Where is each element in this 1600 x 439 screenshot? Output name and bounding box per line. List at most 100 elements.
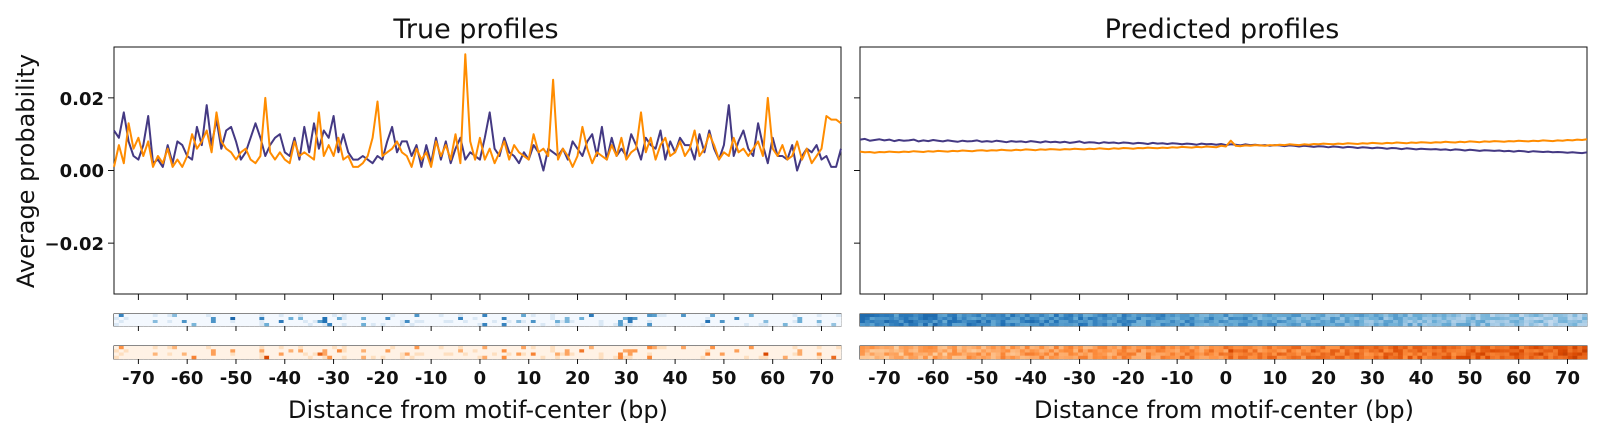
heatmap-cell xyxy=(773,317,779,321)
heatmap-cell xyxy=(1223,323,1229,327)
heatmap-cell xyxy=(472,323,478,327)
heatmap-cell xyxy=(114,320,120,324)
heatmap-cell xyxy=(893,349,900,353)
heatmap-cell xyxy=(1460,317,1467,321)
heatmap-cell xyxy=(1407,352,1413,356)
heatmap-cell xyxy=(1102,320,1108,324)
heatmap-cell xyxy=(995,355,1001,360)
heatmap-cell xyxy=(225,349,231,353)
heatmap-cell xyxy=(254,346,260,350)
heatmap-cell xyxy=(516,352,522,356)
heatmap-cell xyxy=(986,346,992,350)
heatmap-cell xyxy=(1165,355,1171,360)
heatmap-cell xyxy=(618,349,624,353)
heatmap-cell xyxy=(671,355,677,360)
heatmap-cell xyxy=(656,346,662,350)
heatmap-cell xyxy=(511,314,517,318)
x-tick-label: -10 xyxy=(1161,368,1194,389)
heatmap-cell xyxy=(322,320,328,324)
heatmap-cell xyxy=(990,349,997,353)
heatmap-cell xyxy=(1460,349,1467,353)
heatmap-cell xyxy=(681,349,687,353)
heatmap-cell xyxy=(1548,349,1554,353)
heatmap-cell xyxy=(1189,355,1195,360)
heatmap-cell xyxy=(186,346,192,350)
heatmap-cell xyxy=(1179,323,1186,327)
heatmap-cell xyxy=(1039,349,1045,353)
heatmap-cell xyxy=(201,317,207,321)
heatmap-cell xyxy=(1160,346,1166,350)
heatmap-cell xyxy=(913,314,919,318)
heatmap-cell xyxy=(1436,352,1442,356)
heatmap-cell xyxy=(1097,323,1103,327)
x-tick-label: 60 xyxy=(1506,368,1531,389)
heatmap-cell xyxy=(1087,346,1093,350)
heatmap-cell xyxy=(923,355,929,360)
heatmap-cell xyxy=(288,355,294,360)
heatmap-cell xyxy=(685,355,692,360)
heatmap-cell xyxy=(937,355,943,360)
heatmap-cell xyxy=(1053,355,1060,360)
heatmap-cell xyxy=(1218,323,1224,327)
heatmap-cell xyxy=(1330,352,1336,356)
heatmap-cell xyxy=(710,355,716,360)
heatmap-cell xyxy=(748,317,755,321)
heatmap-cell xyxy=(807,320,813,324)
heatmap-cell xyxy=(1557,314,1564,318)
heatmap-cell xyxy=(1407,355,1413,360)
heatmap-cell xyxy=(1446,314,1452,318)
heatmap-cell xyxy=(1267,314,1273,318)
heatmap-cell xyxy=(264,323,270,327)
heatmap-cell xyxy=(593,355,599,360)
heatmap-cell xyxy=(1301,320,1307,324)
heatmap-cell xyxy=(1460,314,1467,318)
heatmap-cell xyxy=(1373,352,1379,356)
heatmap-cell xyxy=(143,317,149,321)
heatmap-cell xyxy=(729,349,735,353)
heatmap-cell xyxy=(622,314,629,318)
heatmap-cell xyxy=(1470,314,1476,318)
heatmap-cell xyxy=(1058,346,1064,350)
heatmap-cell xyxy=(574,346,580,350)
heatmap-cell xyxy=(1480,352,1486,356)
heatmap-cell xyxy=(1354,317,1360,321)
heatmap-cell xyxy=(1320,320,1326,324)
heatmap-cell xyxy=(1388,323,1394,327)
heatmap-cell xyxy=(971,317,977,321)
heatmap-cell xyxy=(351,352,357,356)
heatmap-cell xyxy=(869,320,875,324)
heatmap-cell xyxy=(114,314,120,318)
heatmap-cell xyxy=(685,320,692,324)
heatmap-cell xyxy=(1271,349,1278,353)
heatmap-cell xyxy=(1451,320,1457,324)
heatmap-cell xyxy=(932,314,938,318)
heatmap-cell xyxy=(1514,314,1520,318)
heatmap-cell xyxy=(395,346,401,350)
heatmap-cell xyxy=(593,346,599,350)
heatmap-cell xyxy=(346,346,352,350)
heatmap-cell xyxy=(1024,320,1030,324)
heatmap-cell xyxy=(690,355,696,360)
heatmap-cell xyxy=(467,317,473,321)
heatmap-cell xyxy=(821,314,827,318)
heatmap-cell xyxy=(419,317,425,321)
heatmap-cell xyxy=(1451,323,1457,327)
x-tick-label: -60 xyxy=(917,368,950,389)
heatmap-cell xyxy=(981,320,987,324)
heatmap-cell xyxy=(1165,323,1171,327)
heatmap-cell xyxy=(1252,352,1258,356)
heatmap-cell xyxy=(1485,317,1491,321)
plot-area xyxy=(113,46,842,295)
heatmap-cell xyxy=(642,352,648,356)
heatmap-cell xyxy=(118,349,124,353)
heatmap-cell xyxy=(603,355,609,360)
heatmap-cell xyxy=(719,349,725,353)
heatmap-cell xyxy=(1281,352,1287,356)
heatmap-cell xyxy=(1460,346,1467,350)
heatmap-cell xyxy=(705,314,711,318)
heatmap-cell xyxy=(288,349,294,353)
heatmap-cell xyxy=(676,314,682,318)
heatmap-cell xyxy=(147,317,154,321)
heatmap-cell xyxy=(181,352,187,356)
heatmap-cell xyxy=(1208,352,1215,356)
